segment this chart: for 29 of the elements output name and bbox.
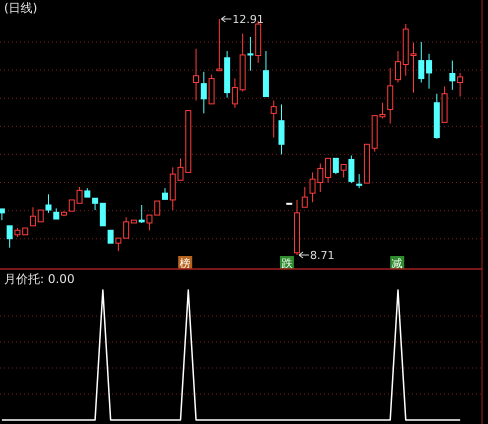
candlestick	[45, 194, 52, 214]
candlestick	[224, 50, 230, 98]
candlestick	[100, 202, 106, 226]
candlestick	[278, 104, 284, 155]
candlestick	[162, 188, 168, 200]
text: 榜	[180, 257, 191, 270]
candlestick	[387, 67, 394, 124]
annotation: 8.71	[310, 249, 335, 262]
candlestick	[442, 86, 448, 123]
chart-title: (日线)	[4, 1, 38, 15]
candlestick	[247, 36, 254, 72]
candlestick	[394, 50, 401, 83]
chart-title: 月价托: 0.00	[4, 272, 75, 286]
candlestick	[302, 186, 308, 208]
text: 减	[392, 257, 403, 270]
annotation: 12.91	[232, 13, 264, 26]
candlestick	[0, 208, 5, 221]
candlestick	[84, 188, 90, 198]
candlestick	[108, 230, 114, 244]
text: 跌	[281, 257, 292, 270]
candlestick	[193, 48, 200, 101]
candlestick	[130, 220, 137, 224]
candlestick	[200, 71, 207, 114]
candlestick	[216, 18, 222, 72]
candlestick	[185, 110, 192, 173]
candlestick	[449, 60, 456, 90]
candlestick	[6, 225, 13, 248]
candlestick	[340, 164, 347, 178]
candlestick	[262, 50, 269, 98]
